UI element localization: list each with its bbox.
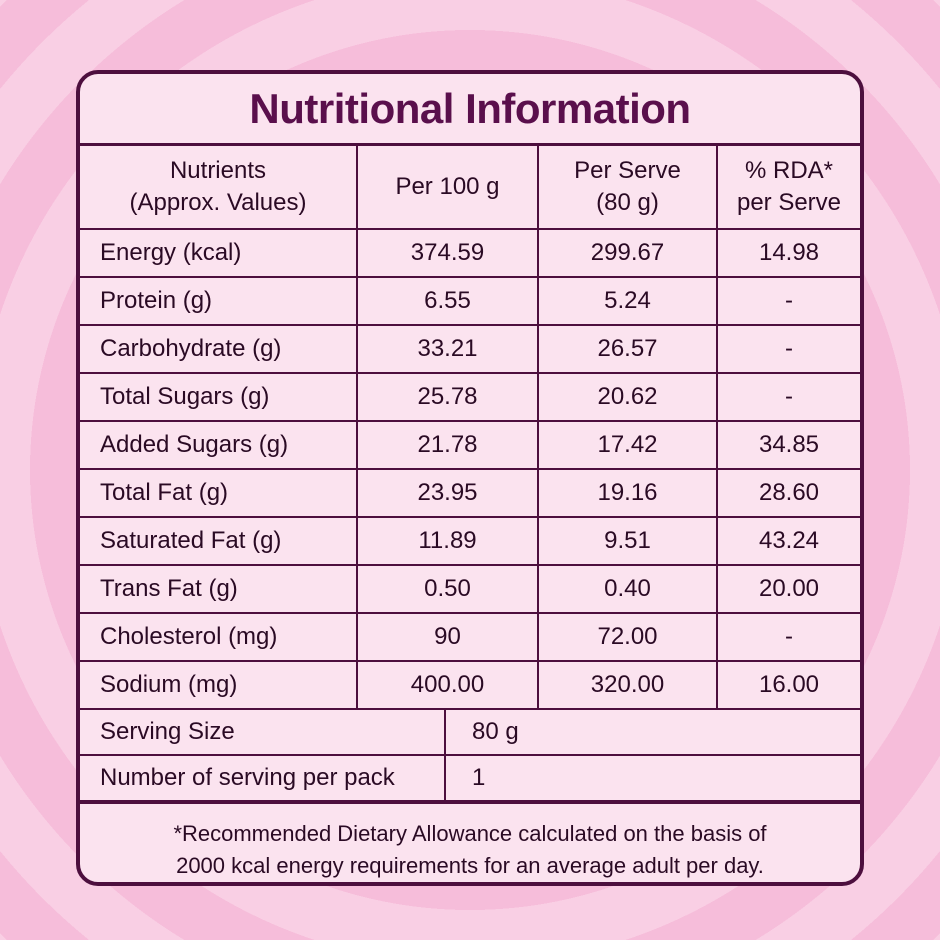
- table-row: Sodium (mg) 400.00 320.00 16.00: [80, 660, 860, 710]
- serving-size-row: Serving Size 80 g: [80, 710, 860, 756]
- rda-footnote: *Recommended Dietary Allowance calculate…: [80, 802, 860, 882]
- table-header-row: Nutrients (Approx. Values) Per 100 g Per…: [80, 146, 860, 230]
- per-100g-value: 374.59: [356, 229, 539, 278]
- per-serve-value: 5.24: [537, 276, 718, 326]
- footnote-line2: 2000 kcal energy requirements for an ave…: [176, 853, 764, 878]
- header-nutrients: Nutrients (Approx. Values): [80, 146, 358, 230]
- table-row: Protein (g) 6.55 5.24 -: [80, 276, 860, 326]
- per-serve-value: 20.62: [537, 372, 718, 422]
- table-row: Total Sugars (g) 25.78 20.62 -: [80, 372, 860, 422]
- rda-value: -: [716, 612, 860, 662]
- header-nutrients-line2: (Approx. Values): [129, 189, 307, 216]
- servings-per-pack-row: Number of serving per pack 1: [80, 754, 860, 802]
- nutrient-name: Total Fat (g): [80, 468, 358, 518]
- table-row: Total Fat (g) 23.95 19.16 28.60: [80, 468, 860, 518]
- per-serve-value: 0.40: [537, 564, 718, 614]
- rda-value: 43.24: [716, 516, 860, 566]
- per-100g-value: 23.95: [356, 468, 539, 518]
- per-100g-value: 6.55: [356, 276, 539, 326]
- nutrient-name: Saturated Fat (g): [80, 516, 358, 566]
- per-100g-value: 21.78: [356, 420, 539, 470]
- header-per-serve-line1: Per Serve: [574, 157, 681, 184]
- servings-per-pack-value: 1: [444, 754, 860, 802]
- serving-table: Serving Size 80 g Number of serving per …: [80, 710, 860, 802]
- panel-title: Nutritional Information: [80, 74, 860, 146]
- serving-size-label: Serving Size: [80, 710, 446, 756]
- serving-size-value: 80 g: [444, 710, 860, 756]
- nutrition-table: Nutrients (Approx. Values) Per 100 g Per…: [80, 146, 860, 710]
- header-per-serve: Per Serve (80 g): [537, 146, 718, 230]
- nutrient-name: Carbohydrate (g): [80, 324, 358, 374]
- rda-value: 28.60: [716, 468, 860, 518]
- rda-value: 16.00: [716, 660, 860, 710]
- servings-per-pack-label: Number of serving per pack: [80, 754, 446, 802]
- table-row: Trans Fat (g) 0.50 0.40 20.00: [80, 564, 860, 614]
- per-serve-value: 299.67: [537, 229, 718, 278]
- header-per-serve-line2: (80 g): [596, 189, 659, 216]
- table-row: Cholesterol (mg) 90 72.00 -: [80, 612, 860, 662]
- rda-value: 20.00: [716, 564, 860, 614]
- table-row: Saturated Fat (g) 11.89 9.51 43.24: [80, 516, 860, 566]
- rda-value: -: [716, 372, 860, 422]
- rda-value: 14.98: [716, 229, 860, 278]
- footnote-line1: *Recommended Dietary Allowance calculate…: [173, 821, 767, 846]
- nutrient-name: Trans Fat (g): [80, 564, 358, 614]
- per-serve-value: 320.00: [537, 660, 718, 710]
- table-row: Added Sugars (g) 21.78 17.42 34.85: [80, 420, 860, 470]
- header-nutrients-line1: Nutrients: [169, 157, 267, 184]
- rda-value: -: [716, 324, 860, 374]
- nutrient-name: Sodium (mg): [80, 660, 358, 710]
- per-serve-value: 26.57: [537, 324, 718, 374]
- header-per-100g-text: Per 100 g: [395, 173, 500, 200]
- header-rda-line2: per Serve: [736, 189, 842, 216]
- per-100g-value: 11.89: [356, 516, 539, 566]
- per-100g-value: 33.21: [356, 324, 539, 374]
- per-serve-value: 72.00: [537, 612, 718, 662]
- table-row: Energy (kcal) 374.59 299.67 14.98: [80, 229, 860, 278]
- header-per-100g: Per 100 g: [356, 146, 539, 230]
- nutrient-name: Added Sugars (g): [80, 420, 358, 470]
- per-100g-value: 400.00: [356, 660, 539, 710]
- header-rda: % RDA* per Serve: [716, 146, 860, 230]
- per-serve-value: 9.51: [537, 516, 718, 566]
- rda-value: 34.85: [716, 420, 860, 470]
- header-rda-line1: % RDA*: [744, 157, 834, 184]
- per-serve-value: 17.42: [537, 420, 718, 470]
- nutrition-panel: Nutritional Information Nutrients (Appro…: [76, 70, 864, 886]
- nutrient-name: Cholesterol (mg): [80, 612, 358, 662]
- per-100g-value: 25.78: [356, 372, 539, 422]
- nutrient-name: Total Sugars (g): [80, 372, 358, 422]
- per-100g-value: 90: [356, 612, 539, 662]
- per-serve-value: 19.16: [537, 468, 718, 518]
- nutrient-name: Protein (g): [80, 276, 358, 326]
- nutrient-name: Energy (kcal): [80, 229, 358, 278]
- table-row: Carbohydrate (g) 33.21 26.57 -: [80, 324, 860, 374]
- per-100g-value: 0.50: [356, 564, 539, 614]
- rda-value: -: [716, 276, 860, 326]
